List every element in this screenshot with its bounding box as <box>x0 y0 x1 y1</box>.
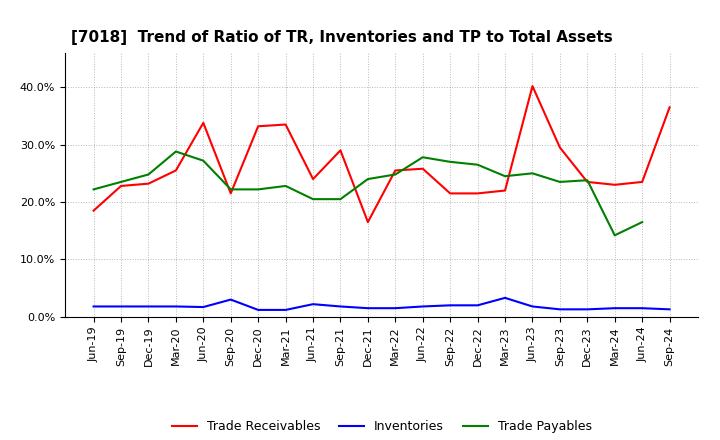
Trade Receivables <box>282 122 290 127</box>
Inventories <box>117 304 125 309</box>
Inventories <box>500 295 509 301</box>
Inventories <box>226 297 235 302</box>
Trade Payables <box>611 233 619 238</box>
Trade Payables <box>528 171 537 176</box>
Trade Receivables <box>89 208 98 213</box>
Trade Payables <box>226 187 235 192</box>
Trade Receivables <box>473 191 482 196</box>
Trade Payables <box>583 178 592 183</box>
Trade Receivables <box>556 145 564 150</box>
Inventories <box>309 301 318 307</box>
Trade Receivables <box>528 84 537 89</box>
Trade Receivables <box>117 183 125 189</box>
Inventories <box>665 307 674 312</box>
Trade Payables <box>89 187 98 192</box>
Line: Trade Receivables: Trade Receivables <box>94 86 670 222</box>
Trade Payables <box>254 187 263 192</box>
Trade Receivables <box>336 148 345 153</box>
Inventories <box>364 305 372 311</box>
Trade Receivables <box>364 220 372 225</box>
Trade Payables <box>500 173 509 179</box>
Trade Receivables <box>391 168 400 173</box>
Trade Payables <box>171 149 180 154</box>
Trade Receivables <box>418 166 427 171</box>
Inventories <box>336 304 345 309</box>
Inventories <box>528 304 537 309</box>
Trade Payables <box>638 220 647 225</box>
Line: Trade Payables: Trade Payables <box>94 151 642 235</box>
Trade Payables <box>556 179 564 184</box>
Inventories <box>473 303 482 308</box>
Inventories <box>199 304 207 310</box>
Trade Receivables <box>199 120 207 125</box>
Trade Payables <box>364 176 372 182</box>
Trade Payables <box>336 197 345 202</box>
Trade Receivables <box>500 188 509 193</box>
Trade Receivables <box>583 179 592 184</box>
Inventories <box>254 307 263 312</box>
Inventories <box>638 305 647 311</box>
Inventories <box>171 304 180 309</box>
Trade Payables <box>117 179 125 184</box>
Line: Inventories: Inventories <box>94 298 670 310</box>
Inventories <box>446 303 454 308</box>
Legend: Trade Receivables, Inventories, Trade Payables: Trade Receivables, Inventories, Trade Pa… <box>166 415 597 438</box>
Trade Receivables <box>171 168 180 173</box>
Trade Payables <box>144 172 153 177</box>
Inventories <box>282 307 290 312</box>
Trade Payables <box>446 159 454 165</box>
Inventories <box>556 307 564 312</box>
Trade Receivables <box>611 182 619 187</box>
Trade Receivables <box>446 191 454 196</box>
Trade Receivables <box>254 124 263 129</box>
Trade Receivables <box>144 181 153 186</box>
Trade Receivables <box>309 176 318 182</box>
Inventories <box>391 305 400 311</box>
Trade Payables <box>418 154 427 160</box>
Inventories <box>89 304 98 309</box>
Trade Payables <box>282 183 290 189</box>
Trade Payables <box>391 172 400 177</box>
Inventories <box>144 304 153 309</box>
Trade Payables <box>473 162 482 167</box>
Trade Payables <box>199 158 207 163</box>
Trade Receivables <box>665 105 674 110</box>
Text: [7018]  Trend of Ratio of TR, Inventories and TP to Total Assets: [7018] Trend of Ratio of TR, Inventories… <box>71 29 613 45</box>
Inventories <box>418 304 427 309</box>
Inventories <box>583 307 592 312</box>
Trade Receivables <box>226 191 235 196</box>
Trade Receivables <box>638 179 647 184</box>
Trade Payables <box>309 197 318 202</box>
Inventories <box>611 305 619 311</box>
